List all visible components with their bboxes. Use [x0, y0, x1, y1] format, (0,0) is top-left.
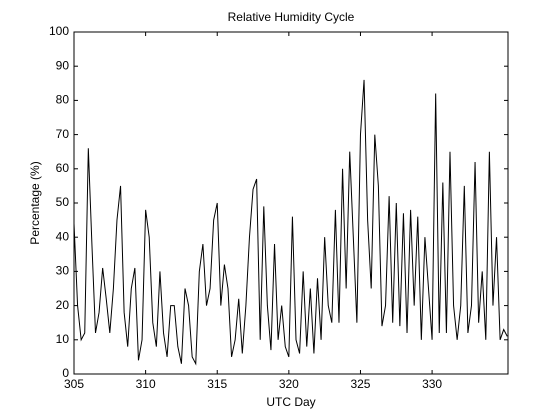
y-tick-label: 60	[56, 161, 70, 175]
x-tick-label: 305	[64, 377, 84, 391]
y-tick-label: 20	[56, 298, 70, 312]
x-tick-label: 310	[136, 377, 156, 391]
chart-title: Relative Humidity Cycle	[228, 10, 355, 24]
y-tick-label: 90	[56, 58, 70, 72]
y-tick-label: 40	[56, 229, 70, 243]
data-line	[73, 79, 508, 366]
x-tick-label: 325	[350, 377, 370, 391]
y-tick-label: 100	[49, 24, 69, 38]
y-tick-label: 30	[56, 264, 70, 278]
y-tick-label: 70	[56, 127, 70, 141]
x-tick-label: 330	[422, 377, 442, 391]
y-tick-label: 10	[56, 332, 70, 346]
y-tick-label: 80	[56, 93, 70, 107]
y-tick-label: 0	[62, 366, 69, 380]
y-tick-label: 50	[56, 195, 70, 209]
x-tick-label: 320	[279, 377, 299, 391]
x-tick-label: 315	[207, 377, 227, 391]
y-axis-label: Percentage (%)	[28, 161, 42, 244]
x-axis-label: UTC Day	[266, 395, 315, 409]
